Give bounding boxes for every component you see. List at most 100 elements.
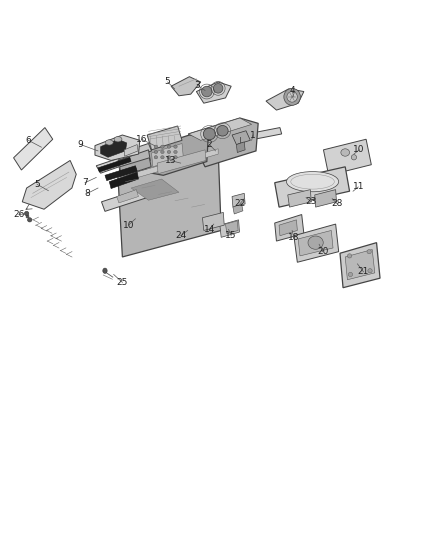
Text: 1: 1 [250, 131, 256, 140]
Ellipse shape [341, 149, 350, 156]
Polygon shape [275, 167, 350, 207]
Ellipse shape [213, 84, 223, 93]
Polygon shape [98, 157, 131, 172]
Text: 21: 21 [358, 268, 369, 276]
Polygon shape [157, 150, 206, 174]
Ellipse shape [174, 156, 177, 159]
Text: 5: 5 [165, 77, 170, 86]
Ellipse shape [367, 249, 371, 254]
Text: 5: 5 [34, 180, 40, 189]
Ellipse shape [308, 236, 323, 249]
Ellipse shape [167, 150, 171, 154]
Polygon shape [226, 221, 238, 233]
Ellipse shape [203, 128, 215, 140]
Ellipse shape [217, 125, 228, 136]
Polygon shape [117, 143, 152, 161]
Polygon shape [14, 127, 53, 170]
Ellipse shape [174, 150, 177, 154]
Ellipse shape [351, 155, 357, 160]
Polygon shape [232, 131, 251, 144]
Polygon shape [266, 89, 304, 110]
Text: 25: 25 [117, 278, 128, 287]
Polygon shape [288, 190, 311, 207]
Polygon shape [171, 77, 201, 96]
Polygon shape [110, 172, 138, 189]
Polygon shape [101, 139, 127, 157]
Text: 18: 18 [288, 233, 300, 242]
Text: 26: 26 [13, 210, 25, 219]
Polygon shape [146, 135, 208, 175]
Ellipse shape [154, 145, 158, 148]
Polygon shape [275, 215, 304, 241]
Text: 11: 11 [353, 182, 364, 191]
Ellipse shape [28, 217, 32, 222]
Polygon shape [188, 118, 252, 140]
Text: 3: 3 [194, 80, 200, 90]
Ellipse shape [161, 156, 164, 159]
Text: 2: 2 [207, 140, 212, 149]
Ellipse shape [103, 268, 107, 273]
Polygon shape [294, 224, 339, 262]
Ellipse shape [286, 172, 339, 192]
Text: 15: 15 [226, 231, 237, 240]
Ellipse shape [161, 145, 164, 148]
Text: 22: 22 [234, 199, 246, 208]
Polygon shape [120, 158, 151, 176]
Polygon shape [220, 220, 240, 237]
Polygon shape [315, 190, 336, 207]
Polygon shape [105, 166, 137, 181]
Ellipse shape [174, 145, 177, 148]
Ellipse shape [161, 150, 164, 154]
Text: 16: 16 [136, 135, 147, 144]
Polygon shape [323, 139, 371, 175]
Text: 24: 24 [175, 231, 186, 240]
Polygon shape [188, 118, 258, 167]
Text: 14: 14 [204, 225, 215, 234]
Ellipse shape [284, 88, 300, 106]
Text: 13: 13 [165, 156, 176, 165]
Ellipse shape [154, 156, 158, 159]
Text: 4: 4 [290, 86, 295, 95]
Text: 28: 28 [332, 199, 343, 208]
Text: 10: 10 [353, 146, 365, 155]
Ellipse shape [368, 269, 372, 273]
Polygon shape [298, 230, 333, 256]
Polygon shape [118, 150, 150, 171]
Text: 9: 9 [78, 140, 84, 149]
Text: 23: 23 [306, 197, 317, 206]
Polygon shape [233, 204, 243, 214]
Text: 8: 8 [85, 189, 90, 198]
Polygon shape [117, 190, 138, 203]
Polygon shape [202, 213, 224, 230]
Polygon shape [147, 126, 182, 150]
Ellipse shape [106, 140, 113, 145]
Ellipse shape [167, 145, 171, 148]
Polygon shape [22, 160, 76, 209]
Ellipse shape [201, 86, 212, 97]
Ellipse shape [348, 272, 353, 277]
Text: 7: 7 [82, 178, 88, 187]
Ellipse shape [25, 212, 29, 216]
Text: 6: 6 [25, 136, 31, 145]
Polygon shape [131, 179, 179, 200]
Polygon shape [96, 154, 134, 173]
Ellipse shape [167, 156, 171, 159]
Polygon shape [232, 193, 245, 207]
Polygon shape [118, 149, 221, 257]
Ellipse shape [114, 136, 122, 142]
Polygon shape [196, 82, 231, 103]
Text: 10: 10 [123, 221, 134, 230]
Polygon shape [152, 143, 184, 167]
Polygon shape [340, 243, 380, 288]
Polygon shape [279, 220, 297, 236]
Polygon shape [345, 249, 375, 280]
Polygon shape [124, 144, 138, 156]
Polygon shape [237, 142, 245, 152]
Ellipse shape [154, 150, 158, 154]
Polygon shape [242, 127, 282, 141]
Polygon shape [102, 188, 147, 212]
Text: 20: 20 [317, 247, 328, 256]
Polygon shape [95, 135, 140, 160]
Ellipse shape [287, 92, 297, 102]
Ellipse shape [347, 254, 352, 258]
